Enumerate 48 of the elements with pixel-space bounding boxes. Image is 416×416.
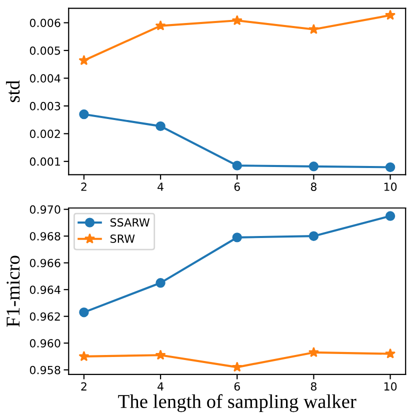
point [78, 350, 90, 362]
y-tick-label: 0.962 [30, 312, 60, 321]
point [385, 211, 396, 221]
point [155, 20, 166, 30]
point [232, 232, 242, 242]
y-tick-label: 0.005 [30, 46, 60, 55]
x-tick-label: 2 [81, 382, 86, 390]
x-tick-label: 6 [234, 182, 240, 191]
y-tick-label: 0.006 [30, 18, 60, 28]
x-tick-label: 4 [158, 382, 164, 390]
point [308, 162, 319, 172]
y-axis-title: F1-micro [6, 256, 20, 327]
point [308, 346, 320, 358]
y-axis-title: std [6, 80, 20, 102]
y-tick-label: 0.964 [30, 286, 60, 294]
point [384, 348, 396, 358]
x-tick-label: 8 [310, 182, 316, 191]
point [156, 121, 166, 132]
y-tick-label: 0.004 [30, 74, 60, 83]
x-tick-label: 10 [384, 182, 397, 191]
y-tick-label: 0.958 [30, 366, 60, 374]
point [232, 362, 242, 372]
point [79, 307, 89, 318]
y-tick-label: 0.002 [30, 130, 60, 138]
point [79, 109, 89, 120]
point [308, 24, 320, 34]
point [155, 350, 166, 360]
point [156, 278, 166, 288]
y-tick-label: 0.966 [30, 258, 60, 268]
point [232, 160, 242, 170]
x-tick-label: 6 [234, 382, 240, 391]
x-tick-label: 2 [81, 182, 86, 191]
point [385, 162, 396, 172]
point [384, 10, 396, 20]
point [232, 14, 242, 26]
x-tick-label: 8 [310, 382, 316, 391]
point [78, 54, 90, 66]
y-tick-label: 0.970 [30, 205, 60, 214]
x-tick-label: 4 [158, 182, 164, 191]
y-tick-label: 0.003 [30, 102, 60, 110]
legend-label: SSARW [110, 218, 150, 227]
point [308, 231, 319, 241]
y-tick-label: 0.960 [30, 339, 60, 348]
legend-label: SRW [110, 234, 135, 243]
y-tick-label: 0.001 [30, 157, 60, 166]
x-axis-title: The length of sampling walker [118, 394, 356, 412]
x-tick-label: 10 [384, 382, 397, 391]
y-tick-label: 0.968 [30, 232, 60, 240]
